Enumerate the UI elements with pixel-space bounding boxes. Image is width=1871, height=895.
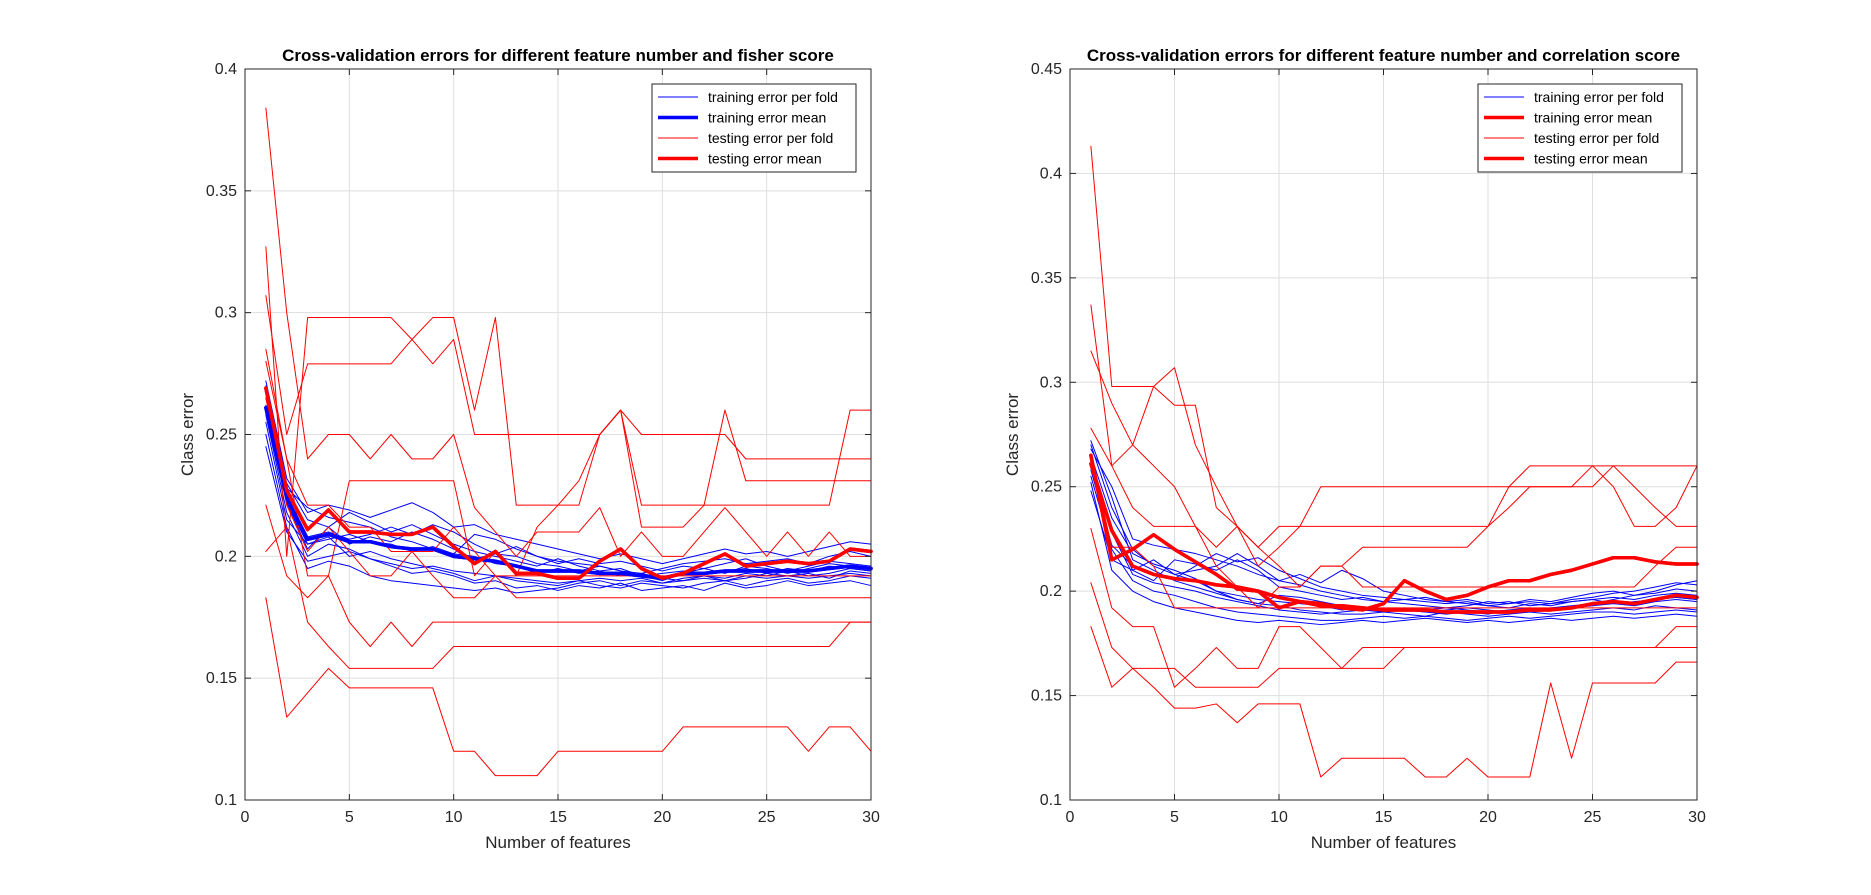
y-tick-label: 0.35: [1031, 270, 1062, 287]
y-axis-label: Class error: [178, 393, 197, 476]
testing-fold-line: [1090, 582, 1698, 688]
y-tick-label: 0.3: [215, 305, 237, 322]
x-tick-label: 25: [758, 809, 776, 826]
y-tick-label: 0.4: [215, 61, 237, 78]
y-tick-label: 0.45: [1031, 61, 1062, 78]
testing-fold-line: [1090, 454, 1698, 609]
testing-fold-line: [1090, 304, 1698, 567]
x-tick-label: 25: [1584, 809, 1602, 826]
legend: training error per fold training error me…: [1477, 83, 1683, 173]
x-tick-label: 5: [1170, 809, 1179, 826]
testing-mean-line-top: [264, 386, 873, 581]
legend-entry-label: training error per fold: [1534, 89, 1664, 105]
chart-fisher-score: 0 5 10 15 20 25 30 0.1 0.15 0.2 0.25 0.3 0.35 0.4 Cros…: [178, 46, 880, 852]
training-fold-line: [1090, 461, 1698, 609]
x-tick-label: 0: [241, 809, 250, 826]
x-tick-label: 15: [1375, 809, 1393, 826]
testing-fold-line: [1090, 427, 1698, 609]
testing-fold-line: [1090, 350, 1698, 588]
x-tick-label: 20: [653, 809, 671, 826]
y-tick-label: 0.4: [1040, 165, 1062, 182]
training-mean-line-top: [264, 405, 873, 581]
testing-fold-line: [265, 597, 872, 777]
testing-fold-line: [1090, 145, 1698, 548]
testing-fold-line: [265, 295, 872, 506]
x-axis-label: Number of features: [485, 833, 631, 852]
testing-mean-line-top: [1089, 461, 1699, 614]
legend-entry-label: training error mean: [708, 110, 826, 126]
chart-correlation-score: 0 5 10 15 20 25 30 0.1 0.15 0.2 0.25 0.3 0.35 0.4 0.45…: [1003, 46, 1706, 852]
legend-entry-label: training error mean: [1534, 110, 1652, 126]
testing-fold-line: [1090, 626, 1698, 778]
training-fold-line: [265, 385, 872, 589]
x-tick-label: 10: [445, 809, 463, 826]
training-fold-line: [265, 434, 872, 594]
x-tick-label: 30: [1688, 809, 1706, 826]
x-tick-label: 10: [1270, 809, 1288, 826]
y-tick-label: 0.15: [1031, 688, 1062, 705]
testing-fold-line: [265, 107, 872, 557]
x-tick-label: 0: [1066, 809, 1075, 826]
testing-fold-line: [265, 348, 872, 577]
testing-mean-line-top: [1089, 453, 1699, 612]
legend-entry-label: testing error per fold: [1534, 130, 1659, 146]
training-fold-line: [1090, 448, 1698, 607]
training-fold-line: [265, 390, 872, 574]
chart-title: Cross-validation errors for different fe…: [282, 46, 834, 65]
legend-entry-label: testing error mean: [708, 151, 822, 167]
x-tick-label: 5: [345, 809, 354, 826]
legend-entry-label: testing error mean: [1534, 151, 1648, 167]
legend: training error per fold training error me…: [651, 83, 857, 173]
y-tick-label: 0.2: [215, 548, 237, 565]
training-fold-line: [1090, 469, 1698, 607]
training-fold-line: [1090, 475, 1698, 621]
chart-title: Cross-validation errors for different fe…: [1087, 46, 1680, 65]
legend-entry-label: training error per fold: [708, 89, 838, 105]
y-tick-label: 0.15: [206, 670, 237, 687]
x-axis-label: Number of features: [1311, 833, 1457, 852]
y-tick-label: 0.1: [215, 792, 237, 809]
y-tick-label: 0.35: [206, 183, 237, 200]
y-tick-label: 0.25: [1031, 479, 1062, 496]
legend-entry-label: testing error per fold: [708, 130, 833, 146]
testing-fold-line: [265, 360, 872, 577]
training-fold-line: [1090, 454, 1698, 617]
y-tick-label: 0.25: [206, 427, 237, 444]
training-fold-line: [265, 446, 872, 584]
x-tick-label: 30: [862, 809, 880, 826]
x-tick-label: 20: [1479, 809, 1497, 826]
testing-fold-line: [265, 526, 872, 669]
x-tick-label: 15: [549, 809, 567, 826]
y-axis-label: Class error: [1003, 393, 1022, 476]
y-tick-label: 0.1: [1040, 792, 1062, 809]
testing-fold-line: [265, 397, 872, 599]
training-fold-line: [1090, 482, 1698, 626]
y-tick-label: 0.3: [1040, 374, 1062, 391]
testing-fold-line: [265, 246, 872, 557]
testing-fold-line: [265, 504, 872, 647]
y-tick-label: 0.2: [1040, 583, 1062, 600]
training-fold-line: [265, 404, 872, 572]
